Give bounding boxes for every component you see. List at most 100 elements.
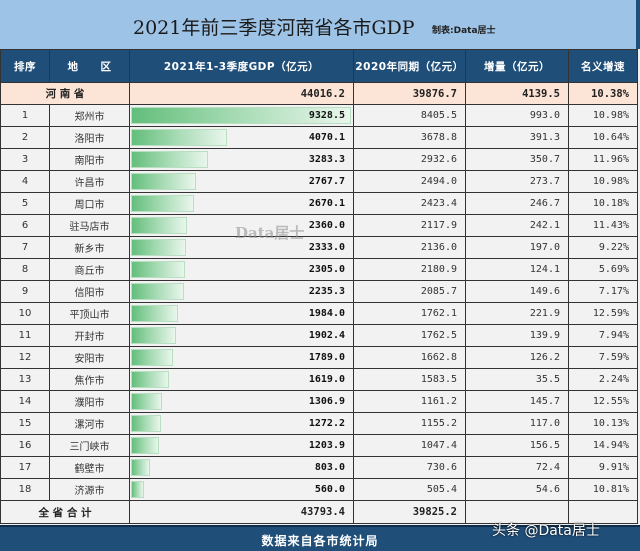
table-row: 9 信阳市 2235.3 2085.7 149.6 7.17% xyxy=(0,280,638,303)
city-cell: 新乡市 xyxy=(49,236,130,259)
gdp-2020-cell: 1161.2 xyxy=(353,390,466,413)
province-increase: 4139.5 xyxy=(465,82,569,105)
table-row: 6 驻马店市 2360.0 2117.9 242.1 11.43% xyxy=(0,214,638,237)
growth-cell: 7.94% xyxy=(568,324,638,347)
total-gdp-2021: 43793.4 xyxy=(129,500,354,524)
growth-cell: 12.59% xyxy=(568,302,638,325)
gdp-2021-value: 1306.9 xyxy=(308,396,345,407)
rank-cell: 7 xyxy=(0,236,50,259)
gdp-data-bar xyxy=(131,437,159,454)
growth-cell: 10.18% xyxy=(568,192,638,215)
rank-cell: 17 xyxy=(0,456,50,479)
gdp-2020-cell: 2136.0 xyxy=(353,236,466,259)
header-growth: 名义增速 xyxy=(568,49,638,83)
growth-cell: 11.96% xyxy=(568,148,638,171)
table-row: 18 济源市 560.0 505.4 54.6 10.81% xyxy=(0,478,638,501)
total-label: 全 省 合 计 xyxy=(0,500,130,524)
rank-cell: 16 xyxy=(0,434,50,457)
gdp-2021-value: 2235.3 xyxy=(308,286,345,297)
gdp-data-bar xyxy=(131,415,161,432)
growth-cell: 12.55% xyxy=(568,390,638,413)
table-row: 8 商丘市 2305.0 2180.9 124.1 5.69% xyxy=(0,258,638,281)
table-row: 12 安阳市 1789.0 1662.8 126.2 7.59% xyxy=(0,346,638,369)
gdp-2020-cell: 2085.7 xyxy=(353,280,466,303)
gdp-2021-cell: 3283.3 xyxy=(129,148,354,171)
title-band: 2021年前三季度河南省各市GDP 制表:Data居士 xyxy=(0,0,640,49)
gdp-2021-value: 9328.5 xyxy=(308,110,345,121)
growth-cell: 11.43% xyxy=(568,214,638,237)
city-cell: 商丘市 xyxy=(49,258,130,281)
rank-cell: 11 xyxy=(0,324,50,347)
city-cell: 安阳市 xyxy=(49,346,130,369)
province-gdp-2021: 44016.2 xyxy=(129,82,354,105)
total-growth xyxy=(568,500,638,524)
gdp-2021-cell: 2767.7 xyxy=(129,170,354,193)
city-cell: 鹤壁市 xyxy=(49,456,130,479)
gdp-2020-cell: 1662.8 xyxy=(353,346,466,369)
province-growth: 10.38% xyxy=(568,82,638,105)
rank-cell: 14 xyxy=(0,390,50,413)
city-cell: 洛阳市 xyxy=(49,126,130,149)
gdp-2021-value: 2360.0 xyxy=(308,220,345,231)
gdp-2021-value: 2333.0 xyxy=(308,242,345,253)
increase-cell: 145.7 xyxy=(465,390,569,413)
gdp-2021-cell: 2305.0 xyxy=(129,258,354,281)
gdp-data-bar xyxy=(131,173,196,190)
gdp-2021-value: 1984.0 xyxy=(308,308,345,319)
page-title: 2021年前三季度河南省各市GDP xyxy=(133,17,415,39)
rank-cell: 1 xyxy=(0,104,50,127)
growth-cell: 2.24% xyxy=(568,368,638,391)
gdp-2021-cell: 1789.0 xyxy=(129,346,354,369)
increase-cell: 149.6 xyxy=(465,280,569,303)
growth-cell: 10.98% xyxy=(568,170,638,193)
gdp-2021-value: 1203.9 xyxy=(308,440,345,451)
increase-cell: 242.1 xyxy=(465,214,569,237)
rank-cell: 4 xyxy=(0,170,50,193)
gdp-2021-cell: 1306.9 xyxy=(129,390,354,413)
total-row: 全 省 合 计 43793.4 39825.2 xyxy=(0,500,638,524)
gdp-data-bar xyxy=(131,239,186,256)
gdp-data-bar xyxy=(131,349,173,366)
table-row: 13 焦作市 1619.0 1583.5 35.5 2.24% xyxy=(0,368,638,391)
growth-cell: 14.94% xyxy=(568,434,638,457)
gdp-2020-cell: 3678.8 xyxy=(353,126,466,149)
gdp-2021-value: 560.0 xyxy=(314,484,345,495)
growth-cell: 10.81% xyxy=(568,478,638,501)
gdp-2021-value: 803.0 xyxy=(314,462,345,473)
increase-cell: 35.5 xyxy=(465,368,569,391)
gdp-2021-cell: 560.0 xyxy=(129,478,354,501)
table-row: 16 三门峡市 1203.9 1047.4 156.5 14.94% xyxy=(0,434,638,457)
table-row: 5 周口市 2670.1 2423.4 246.7 10.18% xyxy=(0,192,638,215)
rank-cell: 2 xyxy=(0,126,50,149)
data-source-note: 数据来自各市统计局 xyxy=(261,534,379,548)
gdp-2020-cell: 8405.5 xyxy=(353,104,466,127)
city-cell: 濮阳市 xyxy=(49,390,130,413)
gdp-2020-cell: 505.4 xyxy=(353,478,466,501)
increase-cell: 273.7 xyxy=(465,170,569,193)
increase-cell: 139.9 xyxy=(465,324,569,347)
gdp-2021-value: 1902.4 xyxy=(308,330,345,341)
gdp-2021-cell: 1272.2 xyxy=(129,412,354,435)
table-row: 11 开封市 1902.4 1762.5 139.9 7.94% xyxy=(0,324,638,347)
city-cell: 信阳市 xyxy=(49,280,130,303)
gdp-2021-cell: 1203.9 xyxy=(129,434,354,457)
title-credit: 制表:Data居士 xyxy=(432,26,496,36)
growth-cell: 10.98% xyxy=(568,104,638,127)
table-row: 1 郑州市 9328.5 8405.5 993.0 10.98% xyxy=(0,104,638,127)
gdp-2021-cell: 1902.4 xyxy=(129,324,354,347)
gdp-2021-cell: 9328.5 xyxy=(129,104,354,127)
header-gdp-2020: 2020年同期（亿元） xyxy=(353,49,466,83)
gdp-data-bar xyxy=(131,261,185,278)
gdp-2020-cell: 2494.0 xyxy=(353,170,466,193)
table-row: 10 平顶山市 1984.0 1762.1 221.9 12.59% xyxy=(0,302,638,325)
gdp-data-bar xyxy=(131,151,208,168)
city-cell: 开封市 xyxy=(49,324,130,347)
gdp-data-bar xyxy=(131,327,176,344)
increase-cell: 391.3 xyxy=(465,126,569,149)
gdp-data-bar xyxy=(131,305,178,322)
table-row: 3 南阳市 3283.3 2932.6 350.7 11.96% xyxy=(0,148,638,171)
city-cell: 漯河市 xyxy=(49,412,130,435)
growth-cell: 5.69% xyxy=(568,258,638,281)
header-rank: 排序 xyxy=(0,49,50,83)
city-cell: 南阳市 xyxy=(49,148,130,171)
